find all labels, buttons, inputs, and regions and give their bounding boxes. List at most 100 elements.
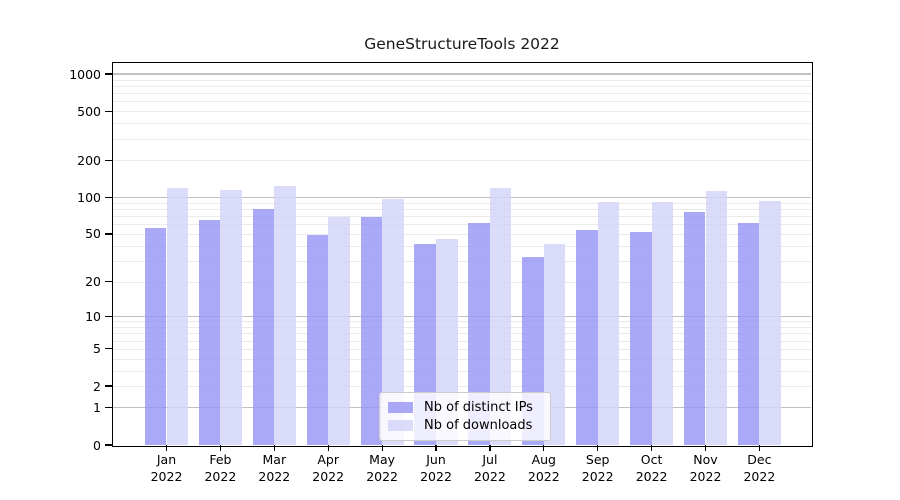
gridline-minor xyxy=(113,333,811,335)
y-axis-tick xyxy=(105,444,112,446)
x-axis-tick xyxy=(273,445,275,451)
y-tick-label: 2 xyxy=(93,378,101,394)
gridline-minor xyxy=(113,245,811,247)
y-axis-tick xyxy=(105,159,112,161)
x-axis-tick xyxy=(219,445,222,451)
bar-distinct-ips xyxy=(198,220,221,445)
gridline-minor xyxy=(113,327,811,328)
bar-downloads xyxy=(651,202,674,445)
x-tick-label: May 2022 xyxy=(366,452,398,484)
y-tick-label: 1000 xyxy=(69,66,101,82)
x-axis-tick xyxy=(435,445,437,451)
x-axis-tick xyxy=(758,445,761,451)
gridline-minor xyxy=(113,370,811,372)
y-axis-tick xyxy=(105,196,112,198)
x-tick-label: Feb 2022 xyxy=(204,452,237,484)
bar-distinct-ips xyxy=(360,216,383,445)
legend-label-distinct-ips: Nb of distinct IPs xyxy=(424,400,533,415)
bar-distinct-ips xyxy=(252,209,275,445)
y-tick-label: 20 xyxy=(85,274,101,289)
y-axis-tick xyxy=(105,385,112,387)
y-tick-label: 5 xyxy=(93,341,101,357)
legend-swatch-distinct-ips xyxy=(388,402,413,413)
gridline-minor xyxy=(113,260,811,262)
bar-distinct-ips xyxy=(576,229,598,445)
gridline-minor xyxy=(113,224,811,226)
y-tick-label: 1 xyxy=(93,400,101,416)
bar-distinct-ips xyxy=(737,223,760,445)
legend-label-downloads: Nb of downloads xyxy=(424,418,533,433)
legend-item-distinct-ips: Nb of distinct IPs xyxy=(388,399,542,416)
x-axis-tick xyxy=(704,445,707,451)
chart-title: GeneStructureTools 2022 xyxy=(364,35,560,53)
x-axis-tick xyxy=(489,445,491,451)
y-tick-label: 10 xyxy=(85,308,101,324)
bar-downloads xyxy=(489,188,512,445)
legend-item-downloads: Nb of downloads xyxy=(388,417,542,434)
gridline-minor xyxy=(113,101,811,103)
gridline-minor xyxy=(113,348,811,350)
bar-downloads xyxy=(274,186,296,445)
gridline-major xyxy=(113,73,811,75)
bar-distinct-ips xyxy=(683,212,706,445)
gridline-minor xyxy=(113,386,811,387)
bar-downloads xyxy=(759,201,781,445)
bar-distinct-ips xyxy=(630,231,652,445)
plot-border xyxy=(111,61,813,447)
gridline-minor xyxy=(113,281,811,283)
bar-downloads xyxy=(220,190,242,445)
bar-downloads xyxy=(166,187,189,445)
gridline-minor xyxy=(113,321,811,323)
y-tick-label: 0 xyxy=(93,437,101,453)
x-axis-tick xyxy=(165,445,168,451)
gridline-minor xyxy=(113,358,811,360)
gridline-minor xyxy=(113,160,811,162)
x-tick-label: Apr 2022 xyxy=(312,452,345,484)
gridline-minor xyxy=(113,216,811,218)
y-tick-label: 50 xyxy=(85,226,101,242)
y-axis-tick xyxy=(105,110,112,112)
gridline-minor xyxy=(113,79,811,81)
x-tick-label: Nov 2022 xyxy=(689,452,722,484)
x-axis-tick xyxy=(543,445,545,451)
gridline-minor xyxy=(113,138,811,140)
x-axis-tick xyxy=(381,445,383,451)
y-tick-label: 100 xyxy=(77,189,101,205)
x-tick-label: Jan 2022 xyxy=(150,452,183,484)
x-tick-label: Sep 2022 xyxy=(581,452,614,484)
x-tick-label: Oct 2022 xyxy=(635,452,668,484)
gridline-minor xyxy=(113,202,811,204)
gridline-minor xyxy=(113,209,811,211)
y-axis-tick xyxy=(105,233,112,235)
x-tick-label: Dec 2022 xyxy=(743,452,776,484)
plot-area xyxy=(113,63,811,445)
legend: Nb of distinct IPs Nb of downloads xyxy=(379,392,551,441)
x-tick-label: Mar 2022 xyxy=(258,452,291,484)
bar-distinct-ips xyxy=(306,234,329,445)
x-tick-label: Aug 2022 xyxy=(527,452,560,484)
gridline-major xyxy=(113,315,811,317)
x-tick-label: Jun 2022 xyxy=(420,452,452,484)
bar-downloads xyxy=(328,216,350,445)
bar-downloads xyxy=(382,198,404,445)
x-axis-tick xyxy=(597,445,599,451)
gridline-minor xyxy=(113,123,811,125)
y-axis-tick xyxy=(105,407,112,409)
y-axis-tick xyxy=(105,315,112,317)
bar-distinct-ips xyxy=(468,222,490,445)
bar-downloads xyxy=(705,191,728,445)
y-tick-label: 500 xyxy=(77,103,101,119)
gridline-minor xyxy=(113,93,811,95)
x-tick-label: Jul 2022 xyxy=(473,452,506,484)
gridline-minor xyxy=(113,111,811,113)
bar-distinct-ips xyxy=(144,227,167,445)
y-axis-tick xyxy=(105,280,112,283)
x-axis-tick xyxy=(327,445,329,451)
legend-swatch-downloads xyxy=(388,420,413,431)
gridline-major xyxy=(113,196,811,198)
bar-downloads xyxy=(597,202,620,445)
gridline-minor xyxy=(113,85,811,87)
y-tick-label: 200 xyxy=(77,152,101,168)
x-axis-tick xyxy=(651,445,653,451)
